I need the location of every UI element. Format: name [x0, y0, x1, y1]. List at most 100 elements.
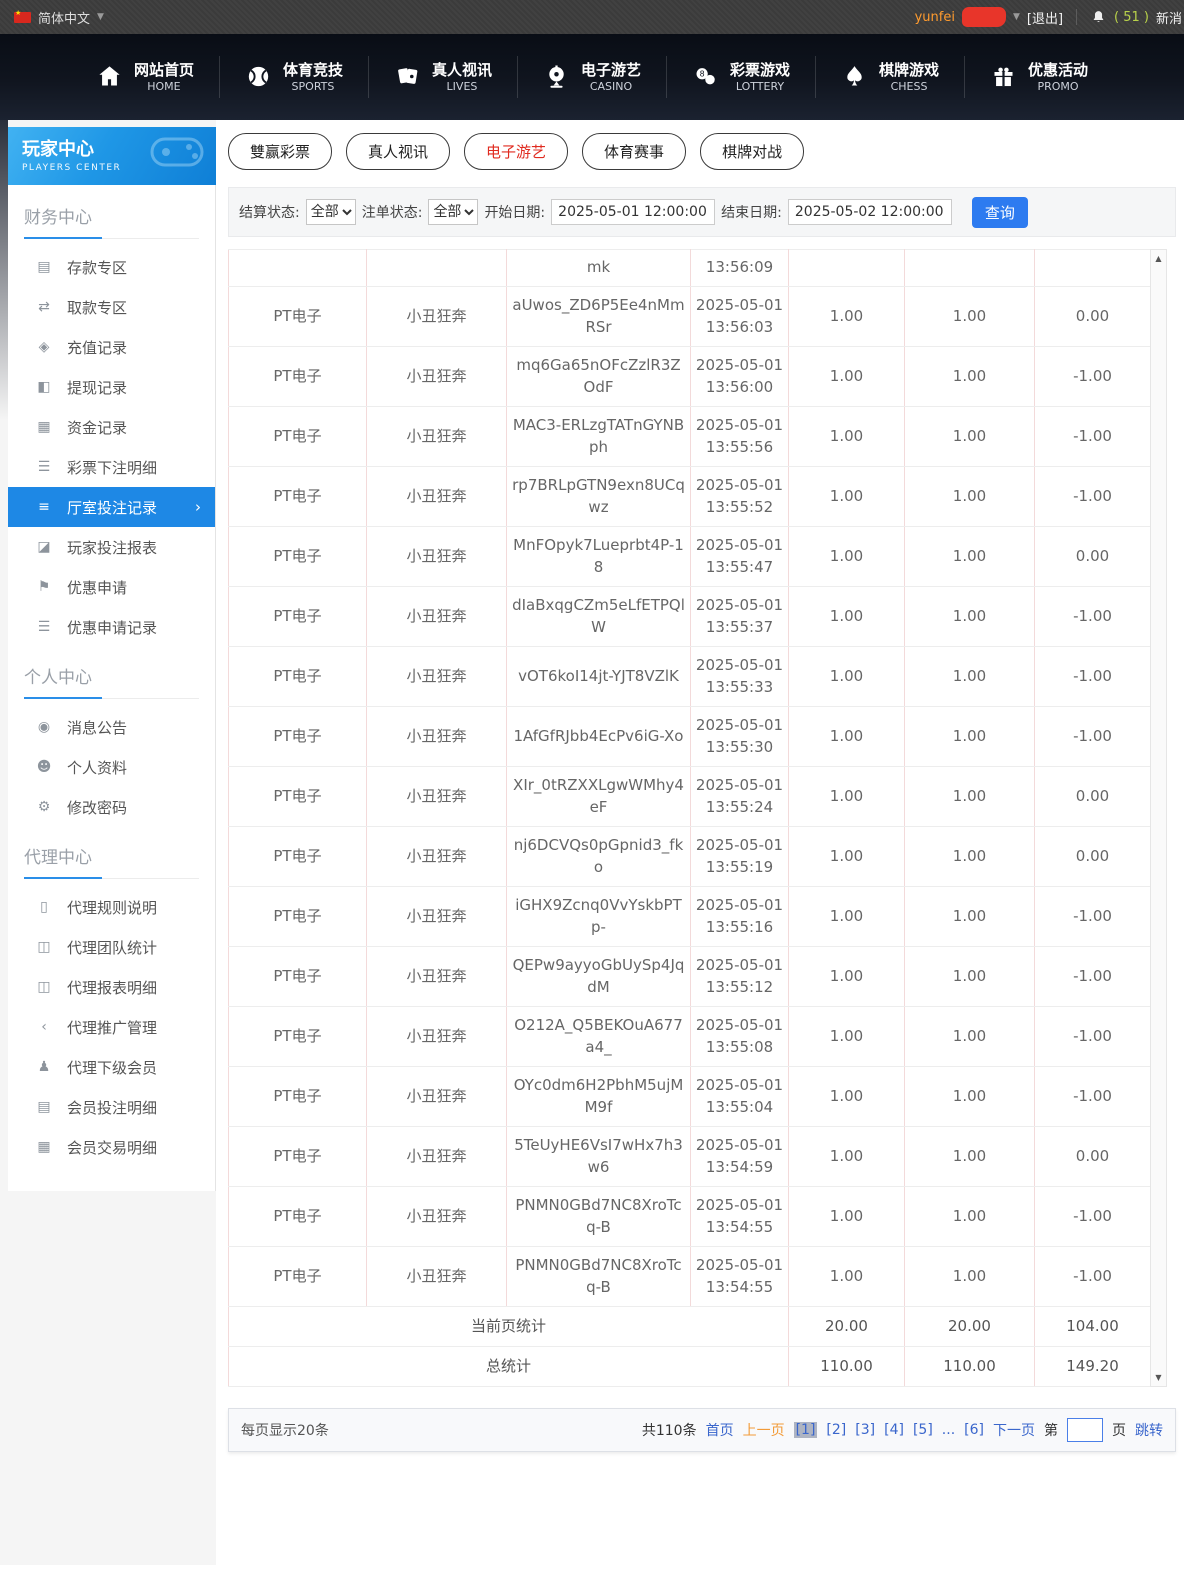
- cell-valid-bet: 1.00: [904, 1006, 1035, 1067]
- sidebar-item-deposit-zone[interactable]: ▤ 存款专区 ›: [8, 247, 215, 287]
- tab-sports[interactable]: 体育赛事: [582, 133, 687, 170]
- sidebar-item-agent-promotion[interactable]: ‹ 代理推广管理 ›: [8, 1007, 215, 1047]
- sidebar-item-agent-rules[interactable]: ▯ 代理规则说明 ›: [8, 887, 215, 927]
- table-row: PT电子 小丑狂奔 rp7BRLpGTN9exn8UCqwz 2025-05-0…: [228, 466, 1151, 527]
- nav-item-lives[interactable]: 真人视讯 LIVES: [369, 55, 518, 99]
- cell-bet-amount: 1.00: [788, 706, 905, 767]
- chevron-down-icon[interactable]: ▼: [97, 12, 104, 22]
- sidebar-item-hall-bet-records[interactable]: ≡ 厅室投注记录 ›: [8, 487, 215, 527]
- bell-icon[interactable]: [1090, 9, 1107, 26]
- first-page-link[interactable]: 首页: [705, 1423, 734, 1439]
- chevron-down-icon[interactable]: ▼: [1012, 12, 1020, 22]
- sidebar-item-promo-apply[interactable]: ⚑ 优惠申请 ›: [8, 567, 215, 607]
- sidebar-item-label: 代理规则说明: [67, 898, 158, 917]
- sidebar-item-change-password[interactable]: ⚙ 修改密码 ›: [8, 787, 215, 827]
- grand-total-row: 总统计 110.00 110.00 149.20: [228, 1346, 1151, 1387]
- cell-time: 2025-05-01 13:55:33: [690, 646, 789, 707]
- cn-flag-icon: [14, 9, 31, 23]
- nav-item-lottery[interactable]: 8 彩票游戏 LOTTERY: [667, 55, 817, 99]
- sidebar-item-agent-sub-members[interactable]: ♟ 代理下级会员 ›: [8, 1047, 215, 1087]
- page-link[interactable]: [1]: [793, 1422, 818, 1438]
- cell-win-loss: -1.00: [1034, 1246, 1151, 1307]
- sidebar-item-recharge-records[interactable]: ◈ 充值记录 ›: [8, 327, 215, 367]
- cell-win-loss: 0.00: [1034, 1126, 1151, 1187]
- cell-time: 2025-05-01 13:55:12: [690, 946, 789, 1007]
- message-count[interactable]: ( 51 ): [1114, 9, 1149, 25]
- sidebar-item-member-bet-details[interactable]: ▤ 会员投注明细 ›: [8, 1087, 215, 1127]
- nav-item-chess[interactable]: 棋牌游戏 CHESS: [816, 55, 966, 99]
- nav-item-sports[interactable]: 体育竞技 SPORTS: [220, 55, 369, 99]
- sidebar-item-lottery-bet-details[interactable]: ☰ 彩票下注明细 ›: [8, 447, 215, 487]
- cell-time: 2025-05-01 13:54:59: [690, 1126, 789, 1187]
- page-link[interactable]: [4]: [884, 1422, 904, 1438]
- cell-win-loss: -1.00: [1034, 466, 1151, 527]
- nav-item-home[interactable]: 网站首页 HOME: [71, 55, 220, 99]
- query-button[interactable]: 查询: [971, 196, 1028, 228]
- start-date-input[interactable]: [551, 199, 716, 225]
- bet-records-table: mk 13:56:09 PT电子 小丑狂奔 aUwos_ZD6P5Ee4nMmR…: [228, 249, 1151, 1387]
- member-bet-icon: ▤: [37, 1099, 51, 1115]
- page-jump-input[interactable]: [1067, 1418, 1103, 1442]
- cell-valid-bet: 1.00: [904, 466, 1035, 527]
- tab-live[interactable]: 真人视讯: [346, 133, 451, 170]
- logout-link[interactable]: [退出]: [1026, 11, 1064, 27]
- sidebar-item-promo-apply-records[interactable]: ☰ 优惠申请记录 ›: [8, 607, 215, 647]
- jump-suffix-label: 页: [1112, 1423, 1126, 1439]
- tab-lottery[interactable]: 雙赢彩票: [228, 133, 333, 170]
- cell-platform: PT电子: [228, 1186, 367, 1247]
- page-link[interactable]: [2]: [826, 1422, 847, 1438]
- cell-win-loss: -1.00: [1034, 1186, 1151, 1247]
- sidebar-item-funds-records[interactable]: ▦ 资金记录 ›: [8, 407, 215, 447]
- per-page-label: 每页显示20条: [241, 1423, 329, 1439]
- language-selector[interactable]: 简体中文: [38, 11, 91, 27]
- settle-status-select[interactable]: 全部: [305, 199, 356, 225]
- next-page-link[interactable]: 下一页: [993, 1423, 1035, 1439]
- cell-order-id: QEPw9ayyoGbUySp4JqdM: [506, 946, 691, 1007]
- username-text[interactable]: yunfei: [914, 9, 955, 25]
- page-link[interactable]: [3]: [855, 1422, 876, 1438]
- cell-platform: PT电子: [228, 1066, 367, 1127]
- cell-platform: PT电子: [228, 1126, 367, 1187]
- cell-valid-bet: 1.00: [904, 406, 1035, 467]
- cell-game: 小丑狂奔: [366, 766, 507, 827]
- cell-bet-amount: 1.00: [788, 466, 905, 527]
- cell-bet-amount: 1.00: [788, 346, 905, 407]
- cell-platform: PT电子: [228, 586, 367, 647]
- nav-label-en: HOME: [147, 79, 181, 93]
- nav-label-cn: 体育竞技: [282, 60, 343, 79]
- jump-action-link[interactable]: 跳转: [1135, 1423, 1163, 1439]
- tab-chess[interactable]: 棋牌对战: [700, 133, 805, 170]
- order-status-select[interactable]: 全部: [428, 199, 479, 225]
- sidebar-item-announcements[interactable]: ◉ 消息公告 ›: [8, 707, 215, 747]
- table-scrollbar[interactable]: ▲ ▼: [1150, 249, 1167, 1387]
- tab-casino[interactable]: 电子游艺: [464, 133, 569, 170]
- nav-label-cn: 棋牌游戏: [879, 60, 940, 79]
- end-date-input[interactable]: [787, 199, 952, 225]
- nav-label-cn: 真人视讯: [431, 60, 492, 79]
- cell-win-loss: 0.00: [1034, 526, 1151, 587]
- sidebar-item-profile[interactable]: ☻ 个人资料 ›: [8, 747, 215, 787]
- prev-page-link[interactable]: 上一页: [742, 1423, 785, 1439]
- cell-order-id: MnFOpyk7Lueprbt4P-18: [506, 526, 691, 587]
- sidebar-item-agent-team-stats[interactable]: ◫ 代理团队统计 ›: [8, 927, 215, 967]
- sidebar-item-withdraw-zone[interactable]: ⇄ 取款专区 ›: [8, 287, 215, 327]
- cell-bet-amount: 1.00: [788, 1066, 905, 1127]
- nav-item-casino[interactable]: 电子游艺 CASINO: [518, 55, 667, 99]
- sidebar-section-header: 代理中心: [8, 827, 215, 887]
- table-row: PT电子 小丑狂奔 mq6Ga65nOFcZzlR3ZOdF 2025-05-0…: [228, 346, 1151, 407]
- page-link[interactable]: [6]: [964, 1422, 984, 1438]
- nav-item-promo[interactable]: 优惠活动 PROMO: [965, 56, 1113, 99]
- user-icon: ☻: [36, 759, 52, 775]
- sidebar-item-agent-report-details[interactable]: ◫ 代理报表明细 ›: [8, 967, 215, 1007]
- sidebar-item-player-bet-report[interactable]: ◪ 玩家投注报表 ›: [8, 527, 215, 567]
- cell-valid-bet: 1.00: [904, 646, 1035, 707]
- cell-win-loss: -1.00: [1034, 886, 1151, 947]
- scroll-down-icon[interactable]: ▼: [1155, 1373, 1162, 1382]
- table-row: PT电子 小丑狂奔 vOT6koI14jt-YJT8VZlK 2025-05-0…: [228, 646, 1151, 707]
- table-row: PT电子 小丑狂奔 O212A_Q5BEKOuA677a4_ 2025-05-0…: [228, 1006, 1151, 1067]
- scroll-up-icon[interactable]: ▲: [1155, 254, 1162, 263]
- message-label[interactable]: 新消: [1155, 11, 1182, 27]
- page-link[interactable]: [5]: [912, 1422, 933, 1438]
- sidebar-item-member-transactions[interactable]: ▦ 会员交易明细 ›: [8, 1127, 215, 1167]
- sidebar-item-withdraw-records[interactable]: ◧ 提现记录 ›: [8, 367, 215, 407]
